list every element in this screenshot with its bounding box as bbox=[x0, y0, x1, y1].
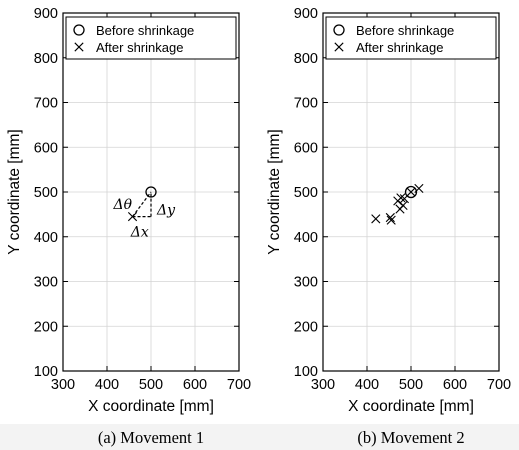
legend-circle-icon bbox=[333, 24, 345, 36]
x-tick-label: 700 bbox=[227, 377, 251, 393]
y-tick-label: 300 bbox=[34, 275, 58, 291]
x-tick-label: 700 bbox=[487, 377, 511, 393]
caption-band bbox=[0, 424, 519, 450]
x-tick-label: 300 bbox=[51, 377, 75, 393]
legend-box bbox=[325, 16, 497, 60]
after-shrinkage-point bbox=[371, 214, 381, 224]
x-axis-label: X coordinate [mm] bbox=[88, 398, 214, 415]
y-tick-label: 900 bbox=[294, 6, 318, 22]
legend-before-label: Before shrinkage bbox=[356, 23, 454, 38]
panel-caption: (a) Movement 1 bbox=[98, 428, 204, 447]
legend-before-label: Before shrinkage bbox=[96, 23, 194, 38]
after-shrinkage-point bbox=[395, 204, 405, 214]
x-marker-stroke bbox=[371, 214, 381, 224]
legend: Before shrinkage After shrinkage bbox=[325, 16, 497, 60]
x-marker-stroke bbox=[396, 193, 406, 203]
y-tick-label: 400 bbox=[294, 230, 318, 246]
y-tick-label: 500 bbox=[34, 185, 58, 201]
after-shrinkage-point bbox=[385, 212, 395, 223]
x-tick-label: 400 bbox=[355, 377, 379, 393]
delta-x-label: Δx bbox=[130, 225, 149, 241]
y-tick-label: 500 bbox=[294, 185, 318, 201]
x-marker-stroke bbox=[385, 212, 395, 223]
after-shrinkage-point bbox=[386, 215, 396, 225]
legend-after-label: After shrinkage bbox=[356, 40, 443, 55]
y-tick-label: 200 bbox=[294, 319, 318, 335]
y-tick-label: 100 bbox=[294, 364, 318, 380]
legend-box bbox=[65, 16, 237, 60]
x-tick-label: 400 bbox=[95, 377, 119, 393]
legend-circle-icon bbox=[73, 24, 85, 36]
x-tick-label: 300 bbox=[311, 377, 335, 393]
y-tick-label: 900 bbox=[34, 6, 58, 22]
chart-panel-a: 300 400 500 600 700 100 200 300 400 500 600 700 800 9… bbox=[6, 6, 251, 415]
x-axis-label: X coordinate [mm] bbox=[348, 398, 474, 415]
y-axis-label: Y coordinate [mm] bbox=[6, 129, 23, 255]
y-tick-label: 700 bbox=[294, 96, 318, 112]
y-axis-label: Y coordinate [mm] bbox=[266, 129, 283, 255]
y-tick-label: 600 bbox=[34, 140, 58, 156]
x-marker-stroke bbox=[386, 215, 396, 225]
y-tick-label: 600 bbox=[294, 140, 318, 156]
y-tick-label: 800 bbox=[294, 51, 318, 67]
y-tick-label: 800 bbox=[34, 51, 58, 67]
legend-after-label: After shrinkage bbox=[96, 40, 183, 55]
y-tick-label: 200 bbox=[34, 319, 58, 335]
legend: Before shrinkage After shrinkage bbox=[65, 16, 237, 60]
after-shrinkage-point bbox=[406, 187, 416, 197]
x-tick-label: 600 bbox=[443, 377, 467, 393]
y-tick-label: 300 bbox=[294, 275, 318, 291]
before-shrinkage-point bbox=[145, 186, 157, 198]
legend-x-icon bbox=[334, 42, 344, 52]
legend-x-icon bbox=[74, 42, 84, 52]
x-tick-label: 500 bbox=[399, 377, 423, 393]
x-tick-label: 600 bbox=[183, 377, 207, 393]
chart-panel-b: 300 400 500 600 700 100 200 300 400 500 600 700 800 9… bbox=[266, 6, 511, 415]
x-tick-label: 500 bbox=[139, 377, 163, 393]
delta-y-label: Δy bbox=[156, 202, 176, 218]
y-tick-label: 700 bbox=[34, 96, 58, 112]
plot-frame bbox=[322, 12, 500, 372]
plot-frame bbox=[62, 12, 240, 372]
panel-caption: (b) Movement 2 bbox=[357, 428, 464, 447]
after-shrinkage-point bbox=[396, 193, 406, 203]
x-marker-stroke bbox=[395, 204, 405, 214]
x-marker-stroke bbox=[406, 187, 416, 197]
delta-theta-label: Δθ bbox=[113, 197, 133, 213]
y-tick-label: 100 bbox=[34, 364, 58, 380]
y-tick-label: 400 bbox=[34, 230, 58, 246]
before-shrinkage-point bbox=[404, 185, 418, 199]
